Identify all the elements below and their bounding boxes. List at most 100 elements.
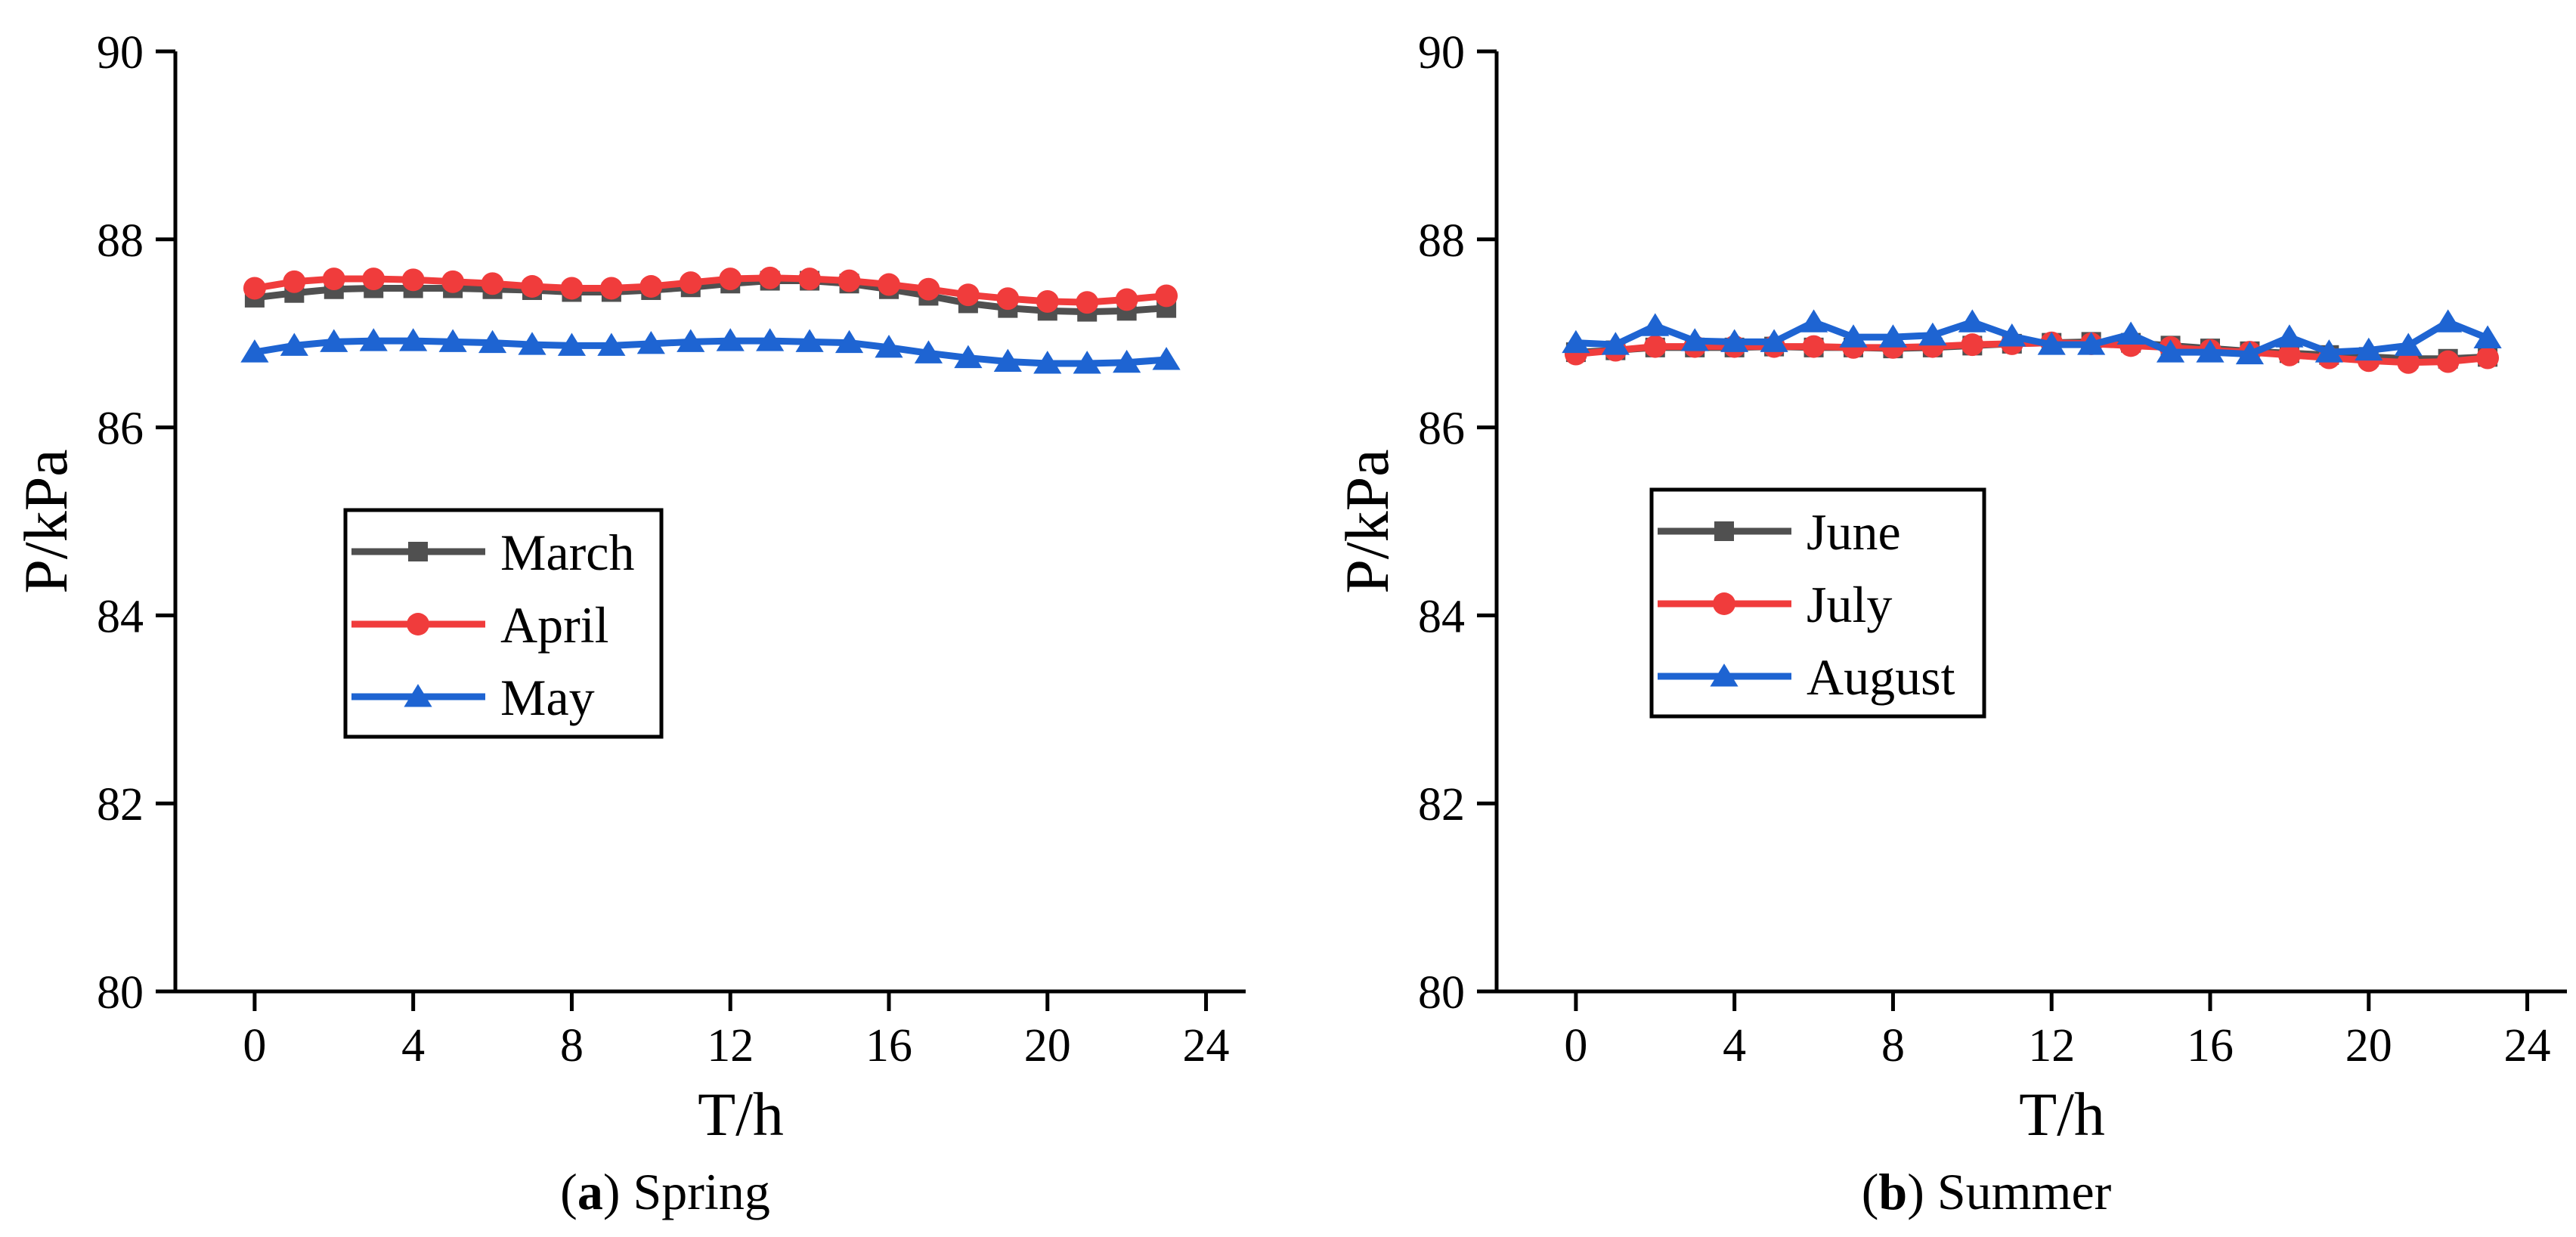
- legend-label: June: [1807, 503, 1901, 561]
- data-point: [677, 329, 705, 352]
- data-point: [2037, 332, 2066, 355]
- x-tick-label: 24: [2504, 1020, 2551, 1072]
- data-point: [954, 345, 983, 369]
- data-point: [280, 332, 308, 356]
- data-point: [2397, 351, 2420, 374]
- y-tick-label: 82: [1418, 779, 1465, 830]
- data-point: [1036, 289, 1059, 313]
- data-point: [996, 287, 1020, 311]
- legend-item: June: [1658, 503, 1901, 561]
- data-point: [599, 277, 623, 300]
- legend: June July August: [1649, 487, 1986, 719]
- y-tick-label: 88: [97, 215, 144, 267]
- data-point: [719, 268, 742, 290]
- y-tick-label: 82: [97, 779, 144, 830]
- data-point: [917, 277, 940, 301]
- x-axis-label: T/h: [698, 1080, 784, 1149]
- data-point: [438, 329, 467, 352]
- series-line: [254, 277, 1167, 316]
- data-point: [1073, 351, 1101, 374]
- legend-swatch-marker: [1714, 521, 1734, 541]
- data-point: [1720, 329, 1749, 352]
- legend-item: August: [1658, 648, 1955, 706]
- y-tick-label: 90: [1418, 27, 1465, 79]
- data-point: [560, 277, 584, 300]
- data-point: [2156, 339, 2185, 363]
- data-point: [1802, 335, 1825, 358]
- data-point: [1562, 329, 1590, 354]
- legend: March April May: [343, 508, 664, 739]
- x-tick-label: 12: [2028, 1020, 2075, 1072]
- legend-swatch-marker: [408, 542, 428, 561]
- y-axis-label: P/kPa: [1333, 449, 1401, 593]
- y-tick-label: 80: [97, 967, 144, 1019]
- x-tick-label: 16: [2187, 1020, 2234, 1072]
- data-point: [716, 328, 745, 351]
- legend-label: May: [500, 669, 595, 726]
- x-axis-label: T/h: [2019, 1080, 2105, 1149]
- legend-item: April: [351, 596, 609, 654]
- data-point: [2473, 325, 2502, 348]
- data-point: [2275, 324, 2304, 348]
- caption-letter: a: [577, 1163, 603, 1220]
- data-point: [1033, 351, 1062, 374]
- legend-item: July: [1658, 576, 1892, 633]
- data-point: [2314, 339, 2343, 363]
- data-point: [1155, 284, 1178, 308]
- data-point: [2434, 309, 2463, 332]
- data-point: [798, 268, 822, 290]
- data-point: [2436, 350, 2460, 373]
- x-tick-label: 0: [243, 1020, 266, 1072]
- data-point: [756, 328, 785, 351]
- data-point: [2476, 346, 2500, 370]
- legend-swatch-marker: [407, 613, 429, 636]
- data-point: [1961, 333, 1984, 357]
- panel-spring: 80 82 84 86 88 90 0 4 8 12 16 20 24 T/h P/kPa March Apri…: [11, 27, 1246, 1220]
- x-tick-label: 4: [401, 1020, 425, 1072]
- data-point: [1760, 329, 1788, 352]
- data-point: [359, 328, 388, 351]
- data-point: [1601, 332, 1630, 355]
- data-point: [758, 266, 782, 289]
- data-point: [1799, 309, 1828, 332]
- data-point: [878, 273, 900, 296]
- data-point: [1115, 288, 1138, 311]
- data-point: [956, 283, 980, 307]
- data-point: [1998, 323, 2026, 347]
- data-point: [441, 270, 465, 293]
- data-point: [795, 329, 824, 352]
- panel-caption: (a) Spring: [560, 1163, 770, 1220]
- data-point: [875, 334, 903, 358]
- data-point: [834, 329, 864, 354]
- legend-label: July: [1807, 576, 1892, 633]
- legend-swatch-marker: [1710, 663, 1738, 687]
- data-point: [557, 332, 587, 356]
- data-point: [401, 268, 425, 292]
- data-point: [1641, 313, 1670, 336]
- y-tick-label: 90: [97, 27, 144, 79]
- data-point: [320, 329, 348, 352]
- data-point: [322, 268, 345, 290]
- data-point: [914, 340, 943, 363]
- legend-item: March: [351, 524, 634, 581]
- data-point: [1643, 335, 1667, 358]
- data-point: [1918, 322, 1947, 346]
- data-point: [1958, 309, 1986, 332]
- panel-summer: 80 82 84 86 88 90 0 4 8 12 16 20 24 T/h P/kPa June July A…: [1333, 27, 2567, 1220]
- y-axis-label: P/kPa: [11, 449, 80, 593]
- data-point: [2235, 341, 2265, 365]
- legend-label: April: [500, 596, 609, 654]
- data-point: [478, 329, 507, 354]
- data-point: [362, 268, 385, 290]
- y-tick-label: 84: [1418, 591, 1465, 642]
- series-line: [254, 337, 1167, 367]
- x-tick-label: 16: [865, 1020, 912, 1072]
- data-point: [2196, 339, 2225, 363]
- panel-caption: (b) Summer: [1862, 1163, 2112, 1220]
- caption-text: Spring: [633, 1163, 769, 1220]
- data-point: [399, 328, 428, 351]
- x-tick-label: 20: [2345, 1020, 2392, 1072]
- y-tick-label: 86: [1418, 404, 1465, 455]
